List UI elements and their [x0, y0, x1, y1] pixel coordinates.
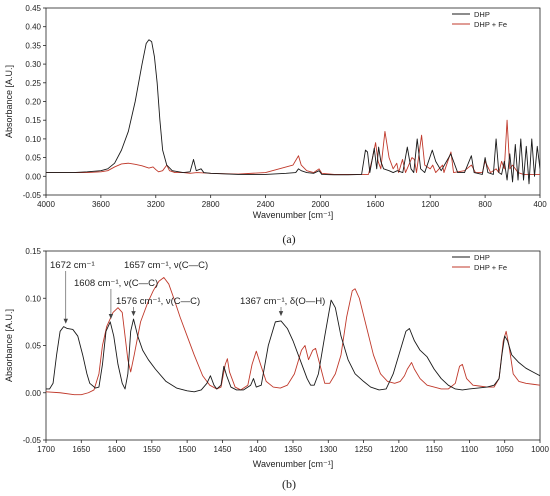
x-tick-label: 1100	[461, 445, 479, 454]
series-line-dhp	[46, 39, 540, 185]
y-tick-label: 0.20	[25, 98, 41, 107]
y-tick-label: 0.05	[25, 154, 41, 163]
x-tick-label: 1600	[108, 445, 126, 454]
annotation-label: 1367 cm⁻¹, δ(O—H)	[240, 296, 325, 307]
legend-label: DHP	[474, 253, 490, 262]
x-tick-label: 4000	[37, 200, 55, 209]
x-tick-label: 3600	[92, 200, 110, 209]
annotation-arrowhead	[63, 318, 68, 324]
annotation-label: 1672 cm⁻¹	[50, 260, 95, 271]
x-tick-label: 400	[533, 200, 547, 209]
annotation-arrowhead	[108, 313, 114, 319]
y-tick-label: 0.30	[25, 60, 41, 69]
chart-panel-b: 1700 1650 1600 1550 1500 1450 1400 1350 1300 1250…	[4, 247, 549, 491]
y-tick-label: 0.10	[25, 294, 41, 303]
x-axis-title: Wavenumber [cm⁻¹]	[253, 459, 333, 469]
y-tick-label: 0.10	[25, 135, 41, 144]
legend-label: DHP	[474, 10, 490, 19]
x-tick-label: 800	[478, 200, 492, 209]
y-tick-label: 0.05	[25, 342, 41, 351]
x-tick-label: 1550	[143, 445, 161, 454]
x-tick-label: 2000	[312, 200, 330, 209]
x-tick-label: 2400	[257, 200, 275, 209]
x-tick-label: 1150	[426, 445, 444, 454]
y-axis-title: Absorbance [A.U.]	[4, 65, 14, 138]
y-tick-label: 0.15	[25, 247, 41, 256]
x-tick-label: 3200	[147, 200, 165, 209]
y-tick-label: 0.15	[25, 116, 41, 125]
series-line-dhp-fe	[46, 119, 540, 175]
x-tick-label: 1650	[72, 445, 90, 454]
x-axis-title: Wavenumber [cm⁻¹]	[253, 210, 333, 220]
x-tick-label: 1050	[496, 445, 514, 454]
annotation-label: 1608 cm⁻¹, ν(C—C)	[74, 278, 158, 289]
y-tick-label: -0.05	[23, 436, 42, 445]
series-line-dhp-fe	[46, 277, 540, 396]
x-tick-label: 1200	[390, 445, 408, 454]
x-tick-label: 1700	[37, 445, 55, 454]
y-tick-label: 0.40	[25, 23, 41, 32]
annotation-label: 1576 cm⁻¹, ν(C—C)	[116, 296, 200, 307]
x-tick-label: 1300	[319, 445, 337, 454]
y-tick-label: 0.00	[25, 172, 41, 181]
y-tick-label: 0.25	[25, 79, 41, 88]
y-tick-label: 0.35	[25, 41, 41, 50]
panel-label: (b)	[282, 477, 296, 491]
x-tick-label: 1250	[355, 445, 373, 454]
x-tick-label: 1500	[178, 445, 196, 454]
y-tick-label: 0.45	[25, 4, 41, 13]
x-tick-label: 1400	[249, 445, 267, 454]
x-tick-label: 1350	[284, 445, 302, 454]
annotation-label: 1657 cm⁻¹, ν(C—C)	[124, 260, 208, 271]
legend-label: DHP + Fe	[474, 263, 507, 272]
x-tick-label: 2800	[202, 200, 220, 209]
x-tick-label: 1450	[214, 445, 232, 454]
x-tick-label: 1000	[531, 445, 549, 454]
annotation-arrowhead	[131, 311, 136, 317]
legend-label: DHP + Fe	[474, 20, 507, 29]
panel-label: (a)	[282, 232, 295, 246]
annotation-arrowhead	[278, 311, 284, 317]
chart-panel-a: 4000 3600 3200 2800 2400 2000 1600 1200 800 400 -0…	[4, 4, 547, 246]
series-line-dhp	[46, 299, 540, 393]
y-tick-label: -0.05	[23, 191, 42, 200]
y-tick-label: 0.00	[25, 389, 41, 398]
x-tick-label: 1600	[366, 200, 384, 209]
plot-frame	[45, 7, 541, 196]
x-tick-label: 1200	[421, 200, 439, 209]
y-axis-title: Absorbance [A.U.]	[4, 309, 14, 382]
